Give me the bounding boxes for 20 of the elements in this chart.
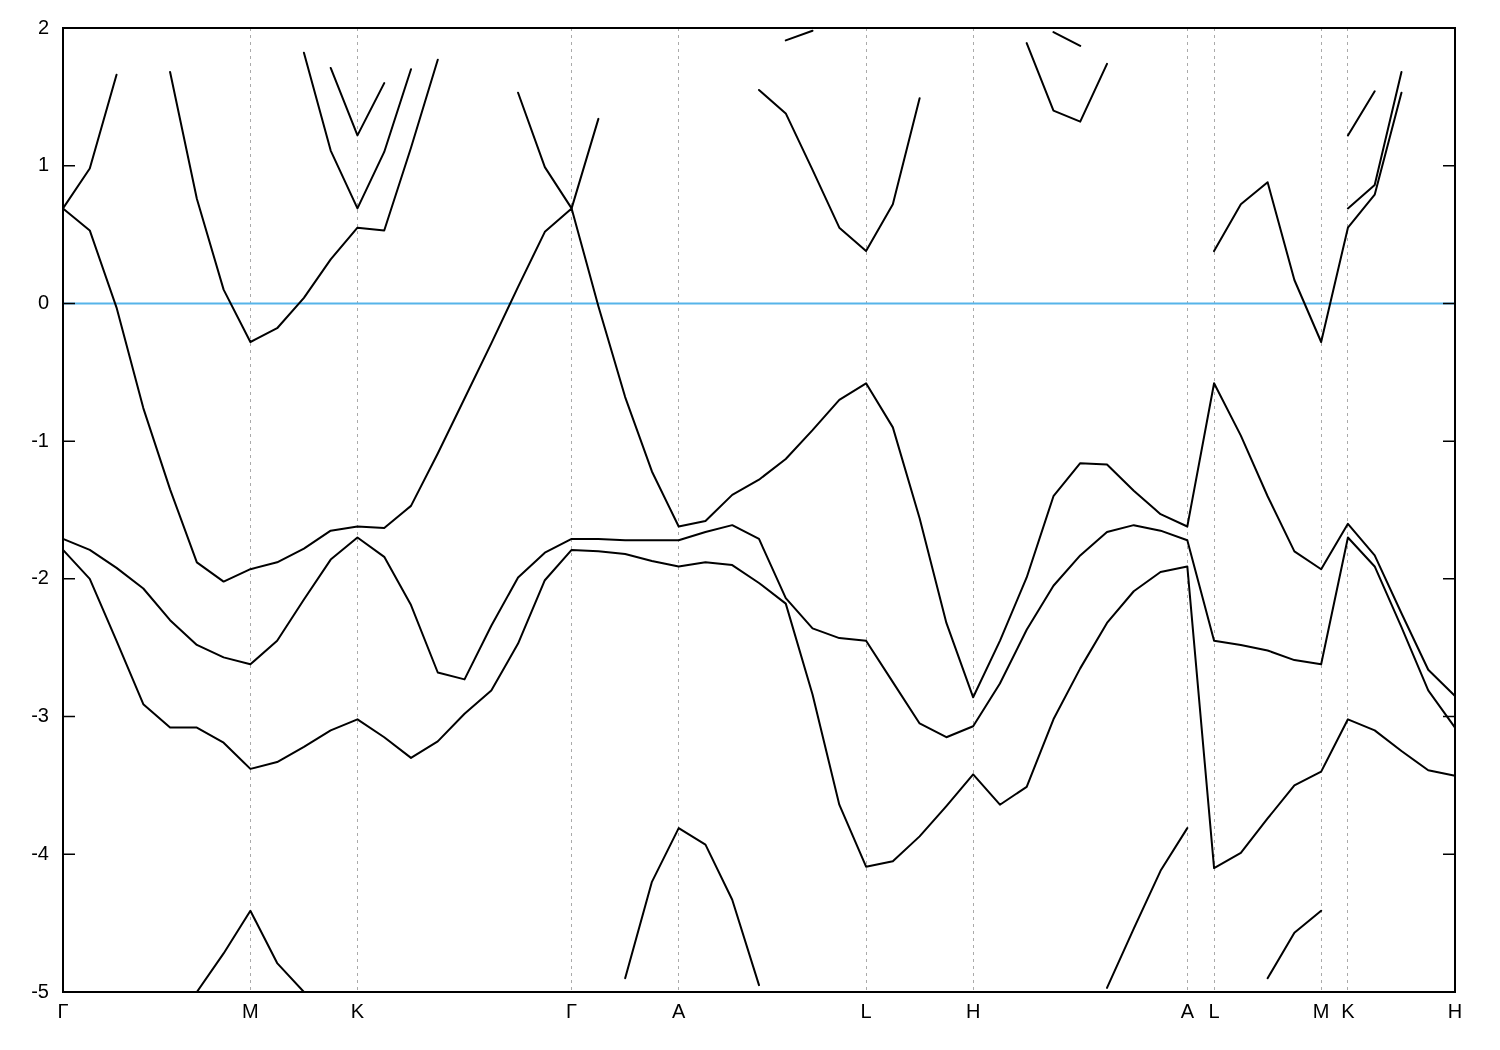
y-tick-label: -5 xyxy=(31,979,49,1002)
x-tick-label: A xyxy=(1180,999,1195,1022)
x-tick-label: H xyxy=(965,999,981,1022)
x-tick-label: L xyxy=(860,999,872,1022)
y-tick-label: -2 xyxy=(31,566,49,589)
x-tick-label: H xyxy=(1447,999,1463,1022)
x-tick-label: Γ xyxy=(57,999,69,1022)
y-tick-label: -4 xyxy=(31,841,49,864)
x-tick-label: M xyxy=(1312,999,1330,1022)
y-tick-label: 1 xyxy=(37,153,49,176)
x-tick-label: A xyxy=(672,999,687,1022)
x-tick-label: K xyxy=(350,999,365,1022)
x-tick-label: M xyxy=(242,999,259,1022)
y-tick-label: -3 xyxy=(31,704,49,727)
x-tick-label: L xyxy=(1208,999,1220,1022)
y-tick-label: 2 xyxy=(37,15,49,38)
y-tick-label: 0 xyxy=(37,290,49,313)
x-tick-label: K xyxy=(1341,999,1356,1022)
y-tick-label: -1 xyxy=(31,428,49,451)
x-tick-label: Γ xyxy=(566,999,578,1022)
